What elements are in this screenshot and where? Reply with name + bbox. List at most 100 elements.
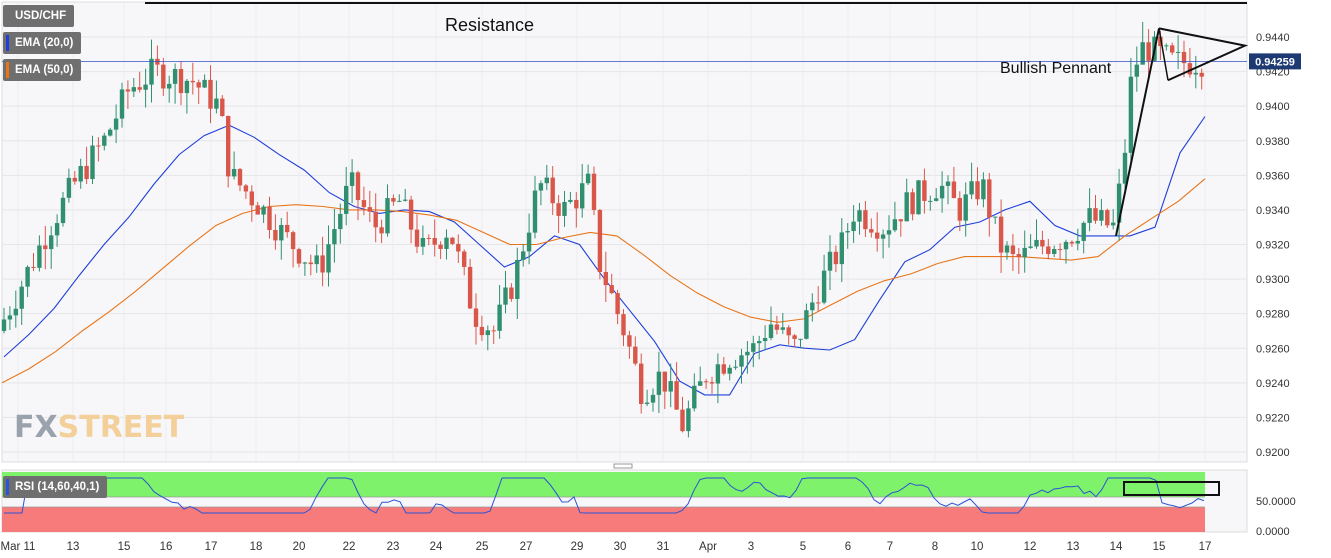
candle-down bbox=[479, 326, 485, 336]
candle-down bbox=[869, 229, 874, 233]
candle-down bbox=[509, 287, 514, 299]
y-tick-label: 0.9340 bbox=[1256, 205, 1290, 217]
candle-up bbox=[562, 201, 567, 216]
candle-down bbox=[898, 219, 903, 222]
candle-up bbox=[751, 343, 756, 352]
candle-down bbox=[178, 68, 184, 94]
x-tick-label: Apr bbox=[699, 541, 717, 553]
x-tick-label: 8 bbox=[932, 541, 938, 553]
candle-down bbox=[621, 314, 626, 336]
candle-up bbox=[839, 232, 844, 265]
candle-up bbox=[1075, 240, 1080, 244]
candle-down bbox=[96, 145, 101, 147]
candle-down bbox=[975, 181, 980, 200]
candle-up bbox=[544, 177, 549, 184]
candle-down bbox=[1170, 45, 1175, 53]
candle-up bbox=[1022, 247, 1027, 258]
candle-up bbox=[1099, 210, 1104, 221]
candle-up bbox=[568, 199, 573, 202]
y-tick-label: 0.9200 bbox=[1256, 447, 1290, 459]
x-tick-label: 10 bbox=[971, 541, 984, 553]
candle-up bbox=[231, 169, 237, 177]
rsi-highlight-box bbox=[1123, 481, 1220, 496]
candle-up bbox=[78, 165, 83, 182]
rsi-legend[interactable]: RSI (14,60,40,1) bbox=[3, 476, 108, 498]
ema20-swatch bbox=[6, 35, 9, 51]
candle-up bbox=[650, 394, 656, 403]
candle-down bbox=[998, 216, 1004, 253]
x-tick-label: 23 bbox=[387, 541, 400, 553]
candle-up bbox=[1081, 222, 1086, 241]
candle-down bbox=[603, 271, 608, 286]
candle-up bbox=[332, 229, 337, 245]
panel-splitter-handle bbox=[613, 463, 633, 469]
ema20-legend[interactable]: EMA (20,0) bbox=[3, 32, 82, 54]
candle-up bbox=[13, 308, 18, 316]
candle-up bbox=[821, 270, 827, 303]
candle-up bbox=[261, 206, 266, 215]
candle-down bbox=[220, 98, 225, 116]
candle-down bbox=[1016, 254, 1021, 258]
candle-up bbox=[37, 245, 42, 268]
candle-down bbox=[609, 285, 614, 294]
candle-up bbox=[698, 381, 703, 386]
symbol-label: USD/CHF bbox=[15, 10, 67, 22]
candle-down bbox=[674, 381, 679, 410]
candle-down bbox=[662, 371, 667, 392]
symbol-legend: USD/CHF bbox=[3, 5, 75, 27]
candle-down bbox=[379, 227, 384, 234]
candle-down bbox=[556, 203, 561, 216]
candle-down bbox=[550, 177, 555, 204]
candle-down bbox=[290, 232, 296, 250]
candle-down bbox=[296, 249, 302, 264]
ema50-swatch bbox=[6, 62, 9, 78]
ema50-legend[interactable]: EMA (50,0) bbox=[3, 59, 82, 81]
x-tick-label: 6 bbox=[845, 541, 851, 553]
y-tick-label: 0.9260 bbox=[1256, 343, 1290, 355]
candle-down bbox=[774, 324, 780, 330]
candle-down bbox=[208, 79, 213, 109]
candle-down bbox=[1057, 249, 1063, 251]
candle-down bbox=[462, 251, 467, 267]
candle-down bbox=[1093, 208, 1098, 221]
candle-up bbox=[108, 129, 113, 136]
x-tick-label: 15 bbox=[118, 541, 131, 553]
candle-down bbox=[1187, 63, 1193, 75]
candle-down bbox=[408, 199, 414, 230]
candle-up bbox=[810, 302, 815, 311]
candle-down bbox=[467, 266, 473, 309]
candle-down bbox=[249, 191, 254, 206]
candle-down bbox=[816, 302, 821, 304]
candle-up bbox=[585, 173, 591, 184]
candle-down bbox=[125, 89, 131, 92]
candle-up bbox=[532, 190, 538, 233]
candle-up bbox=[54, 223, 60, 236]
candle-down bbox=[1010, 245, 1016, 255]
candle-down bbox=[438, 244, 443, 249]
candle-up bbox=[934, 198, 939, 201]
pennant-left-edge bbox=[1158, 28, 1169, 81]
candle-down bbox=[633, 346, 638, 364]
x-tick-label: 15 bbox=[1153, 541, 1166, 553]
candle-up bbox=[7, 315, 13, 320]
candle-up bbox=[739, 355, 744, 367]
candle-up bbox=[768, 324, 774, 339]
candle-down bbox=[627, 335, 632, 347]
candle-down bbox=[709, 382, 715, 384]
y-tick-label: 0.9440 bbox=[1256, 32, 1290, 44]
candle-down bbox=[414, 229, 420, 247]
x-tick-label: 13 bbox=[1067, 541, 1080, 553]
candle-up bbox=[692, 385, 697, 409]
candle-down bbox=[456, 243, 461, 252]
x-tick-label: 16 bbox=[160, 541, 173, 553]
x-tick-label: 14 bbox=[1110, 541, 1123, 553]
x-tick-label: 31 bbox=[657, 541, 670, 553]
candle-down bbox=[957, 198, 962, 221]
candle-down bbox=[639, 363, 644, 405]
y-tick-label: 0.9360 bbox=[1256, 170, 1290, 182]
candle-up bbox=[1116, 183, 1122, 223]
x-tick-label: 7 bbox=[887, 541, 893, 553]
candle-down bbox=[792, 335, 797, 339]
candle-up bbox=[302, 262, 308, 264]
